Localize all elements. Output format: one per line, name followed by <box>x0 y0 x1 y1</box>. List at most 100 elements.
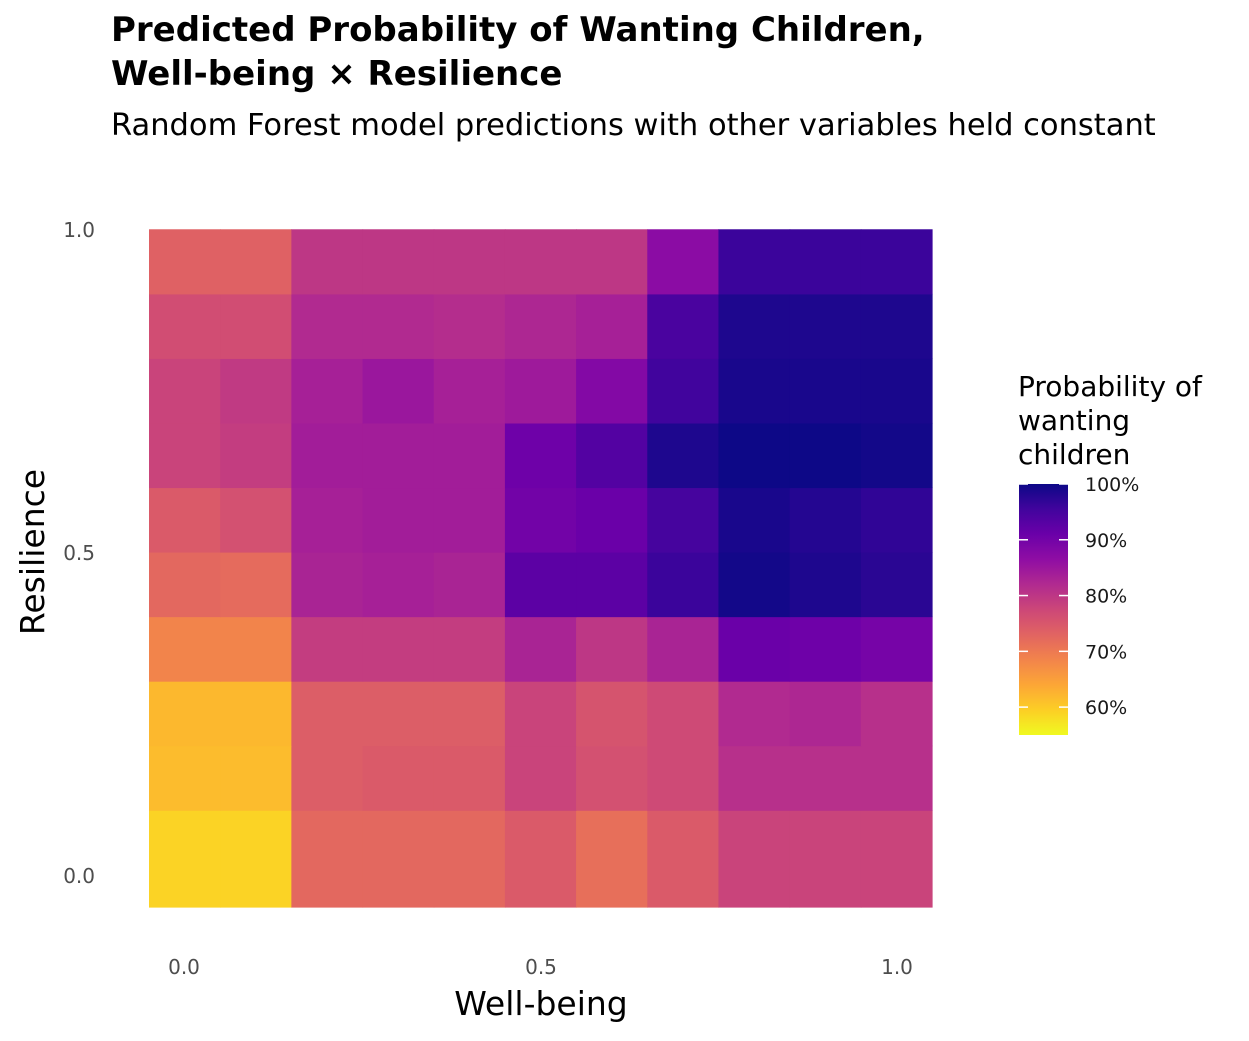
chart-title-line-1: Predicted Probability of Wanting Childre… <box>111 10 925 50</box>
heatmap-cell <box>576 552 648 618</box>
heatmap-cell <box>504 616 577 682</box>
heatmap-cell <box>504 422 577 489</box>
heatmap-cells <box>149 229 933 908</box>
heatmap-cell <box>860 745 933 811</box>
heatmap-cell <box>647 487 720 553</box>
heatmap-cell <box>789 293 862 359</box>
x-tick-label: 0.0 <box>168 955 200 979</box>
heatmap-cell <box>647 681 720 747</box>
heatmap-cell <box>433 681 506 747</box>
heatmap-cell <box>576 810 648 908</box>
legend-label: 60% <box>1085 697 1127 719</box>
heatmap-cell <box>718 358 791 424</box>
heatmap-cell <box>433 810 506 908</box>
heatmap-cell <box>291 681 364 747</box>
heatmap-cell <box>860 487 933 553</box>
heatmap-cell <box>149 293 221 359</box>
legend-label: 70% <box>1085 641 1127 663</box>
heatmap-cell <box>860 422 933 489</box>
legend: Probability of wanting children 100% 90% 8… <box>1018 370 1203 735</box>
legend-ticks: 100% 90% 80% 70% 60% <box>1019 474 1139 719</box>
heatmap-cell <box>433 358 506 424</box>
heatmap-cell <box>220 358 292 424</box>
heatmap-cell <box>789 552 862 618</box>
y-axis-title: Resilience <box>13 469 52 635</box>
heatmap-cell <box>647 422 720 489</box>
heatmap-cell <box>291 422 364 489</box>
heatmap-cell <box>362 487 435 553</box>
heatmap-cell <box>220 810 292 908</box>
heatmap-cell <box>433 616 506 682</box>
heatmap-cell <box>860 810 933 908</box>
heatmap-cell <box>504 745 577 811</box>
heatmap-cell <box>576 229 648 295</box>
legend-label: 100% <box>1085 474 1139 496</box>
legend-label: 90% <box>1085 530 1127 552</box>
heatmap-cell <box>576 745 648 811</box>
chart-title-line-2: Well-being × Resilience <box>111 54 563 94</box>
chart-subtitle: Random Forest model predictions with oth… <box>111 108 1156 143</box>
heatmap-cell <box>576 487 648 553</box>
heatmap-cell <box>860 358 933 424</box>
heatmap-cell <box>220 616 292 682</box>
heatmap-cell <box>149 810 221 908</box>
heatmap-cell <box>504 229 577 295</box>
heatmap-cell <box>789 616 862 682</box>
heatmap-cell <box>149 552 221 618</box>
heatmap-cell <box>362 810 435 908</box>
heatmap-cell <box>718 422 791 489</box>
heatmap-cell <box>291 552 364 618</box>
heatmap-cell <box>362 229 435 295</box>
heatmap-cell <box>291 293 364 359</box>
heatmap-cell <box>789 422 862 489</box>
heatmap-cell <box>860 616 933 682</box>
heatmap-cell <box>149 745 221 811</box>
heatmap-cell <box>149 487 221 553</box>
heatmap-cell <box>860 681 933 747</box>
legend-label: 80% <box>1085 586 1127 608</box>
heatmap-cell <box>504 358 577 424</box>
legend-title-line-2: wanting <box>1018 404 1130 437</box>
legend-colorbar <box>1019 484 1068 735</box>
heatmap-cell <box>718 616 791 682</box>
heatmap-cell <box>789 810 862 908</box>
heatmap-cell <box>647 229 720 295</box>
heatmap-cell <box>504 293 577 359</box>
heatmap-cell <box>647 358 720 424</box>
heatmap-cell <box>149 681 221 747</box>
heatmap-cell <box>789 229 862 295</box>
heatmap-cell <box>647 552 720 618</box>
heatmap-cell <box>149 229 221 295</box>
x-axis: 0.0 0.5 1.0 Well-being <box>168 955 913 1023</box>
heatmap-cell <box>291 487 364 553</box>
heatmap-cell <box>220 422 292 489</box>
chart-title: Predicted Probability of Wanting Childre… <box>111 8 925 96</box>
heatmap-cell <box>149 422 221 489</box>
heatmap-cell <box>718 552 791 618</box>
x-tick-label: 1.0 <box>881 955 913 979</box>
heatmap-cell <box>433 745 506 811</box>
heatmap-cell <box>362 552 435 618</box>
heatmap-cell <box>576 681 648 747</box>
heatmap-cell <box>647 810 720 908</box>
heatmap-cell <box>433 422 506 489</box>
heatmap-cell <box>576 358 648 424</box>
heatmap-cell <box>718 745 791 811</box>
heatmap-cell <box>718 810 791 908</box>
heatmap-cell <box>291 745 364 811</box>
heatmap-cell <box>149 358 221 424</box>
heatmap-cell <box>362 422 435 489</box>
heatmap-cell <box>433 487 506 553</box>
heatmap-cell <box>220 229 292 295</box>
heatmap-cell <box>860 293 933 359</box>
heatmap-cell <box>291 358 364 424</box>
heatmap-cell <box>362 293 435 359</box>
heatmap-cell <box>504 552 577 618</box>
heatmap-cell <box>718 229 791 295</box>
heatmap-cell <box>718 681 791 747</box>
x-axis-title: Well-being <box>454 984 628 1023</box>
heatmap-cell <box>789 745 862 811</box>
heatmap-cell <box>860 552 933 618</box>
heatmap-cell <box>220 681 292 747</box>
